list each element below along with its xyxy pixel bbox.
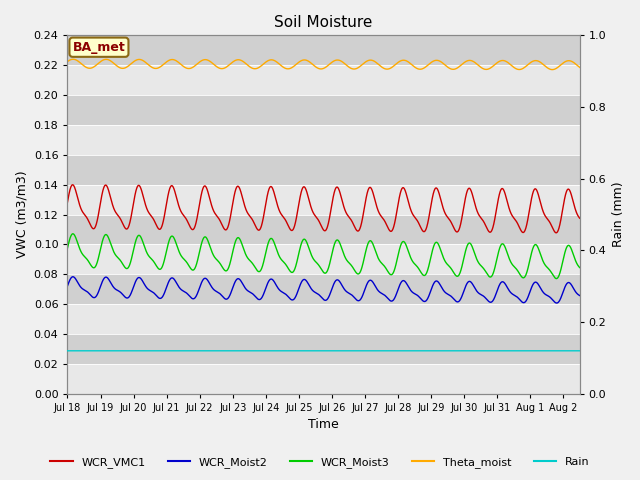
Text: BA_met: BA_met xyxy=(72,41,125,54)
Bar xyxy=(67,364,580,394)
Title: Soil Moisture: Soil Moisture xyxy=(275,15,372,30)
Y-axis label: Rain (mm): Rain (mm) xyxy=(612,182,625,247)
Bar xyxy=(67,155,580,185)
Bar xyxy=(67,304,580,334)
Legend: WCR_VMC1, WCR_Moist2, WCR_Moist3, Theta_moist, Rain: WCR_VMC1, WCR_Moist2, WCR_Moist3, Theta_… xyxy=(46,452,594,472)
Bar xyxy=(67,65,580,95)
Bar xyxy=(67,334,580,364)
Y-axis label: VWC (m3/m3): VWC (m3/m3) xyxy=(15,171,28,258)
Bar xyxy=(67,95,580,125)
Bar xyxy=(67,125,580,155)
Bar xyxy=(67,215,580,244)
Bar xyxy=(67,36,580,65)
Bar xyxy=(67,185,580,215)
Bar xyxy=(67,244,580,275)
Bar xyxy=(67,275,580,304)
X-axis label: Time: Time xyxy=(308,419,339,432)
